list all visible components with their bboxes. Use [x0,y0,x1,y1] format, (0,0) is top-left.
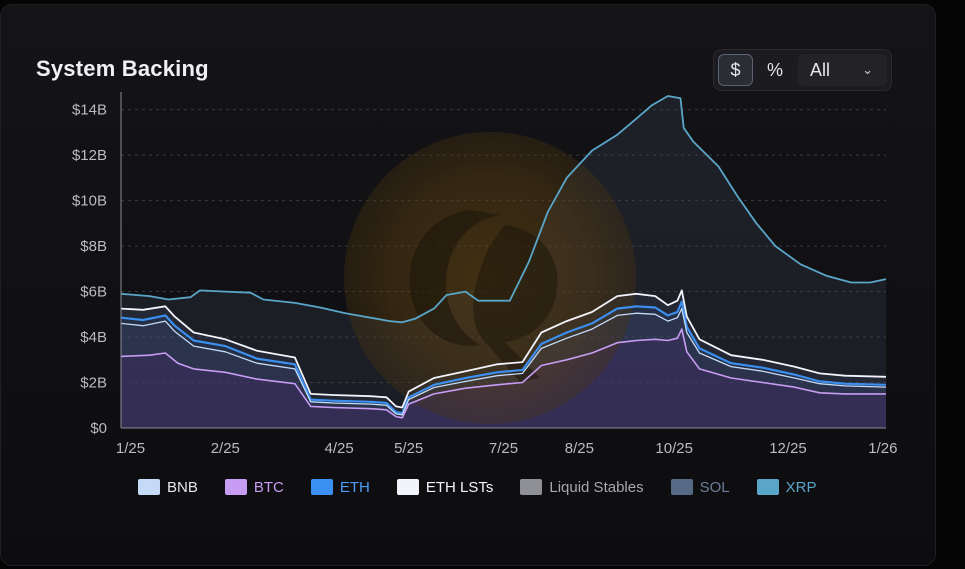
legend-swatch [310,479,333,495]
x-tick-label: 10/25 [655,440,693,457]
x-tick-label: 7/25 [489,440,518,457]
legend-label: SOL [699,478,730,496]
series-area-eth [121,301,886,428]
y-tick-label: $10B [72,193,107,210]
legend-label: BTC [253,478,284,496]
x-tick-label: 5/25 [394,440,423,457]
legend-label: BNB [167,478,198,496]
y-tick-label: $0 [90,420,107,437]
legend-item-bnb[interactable]: BNB [138,479,198,496]
legend-item-sol[interactable]: SOL [670,478,730,496]
x-tick-label: 1/26 [868,440,897,457]
series-line-eth-lsts [120,289,887,409]
unit-percent-toggle[interactable]: % [766,59,783,80]
legend-swatch [670,479,693,495]
chart-legend: BNB BTC ETH ETH LSTs Liquid Stables SOL XRP [138,477,843,497]
legend-item-xrp[interactable]: XRP [756,478,817,496]
chart-title: System Backing [36,56,209,81]
gridlines [121,109,886,384]
y-tick-label: $12B [72,147,107,164]
x-tick-label: 4/25 [325,440,354,457]
watermark-logo [344,132,636,424]
series-area-bnb [121,308,886,428]
legend-item-eth[interactable]: ETH [310,478,370,496]
x-tick-label: 1/25 [116,440,145,457]
legend-swatch [520,479,543,495]
legend-swatch [138,479,160,495]
y-tick-label: $8B [80,238,107,255]
legend-swatch [396,479,419,495]
legend-item-liquid-stables[interactable]: Liquid Stables [520,478,644,496]
chevron-down-icon: ⌄ [862,62,873,77]
legend-label: Liquid Stables [549,478,644,496]
y-tick-label: $14B [72,102,107,119]
x-tick-label: 8/25 [565,440,594,457]
unit-dollar-toggle[interactable]: $ [718,54,753,86]
y-tick-label: $6B [80,284,107,301]
series-line-eth [120,300,887,415]
legend-label: ETH LSTs [425,478,494,496]
legend-swatch [756,479,779,495]
series-line-btc [120,328,886,419]
legend-label: ETH [339,478,370,496]
range-select[interactable]: All ⌄ [798,54,887,86]
range-select-value: All [810,59,831,80]
y-tick-label: $2B [80,375,107,392]
legend-swatch [224,479,247,495]
y-tick-label: $4B [80,329,107,346]
series-area-eth-lsts [121,290,886,428]
axes: $0 $2B $4B $6B $8B $10B $12B $14B 1/25 2/25 4/25 5/… [72,92,897,457]
series-line-bnb [120,307,887,416]
chart-controls: $ % All ⌄ [713,49,892,91]
x-tick-label: 12/25 [769,440,807,457]
x-tick-label: 2/25 [211,440,240,457]
series-lines [120,95,887,419]
series-area-btc [121,329,886,428]
legend-item-btc[interactable]: BTC [224,478,284,496]
series-line-xrp [120,95,887,324]
legend-item-eth-lsts[interactable]: ETH LSTs [396,478,494,496]
legend-label: XRP [785,478,817,496]
